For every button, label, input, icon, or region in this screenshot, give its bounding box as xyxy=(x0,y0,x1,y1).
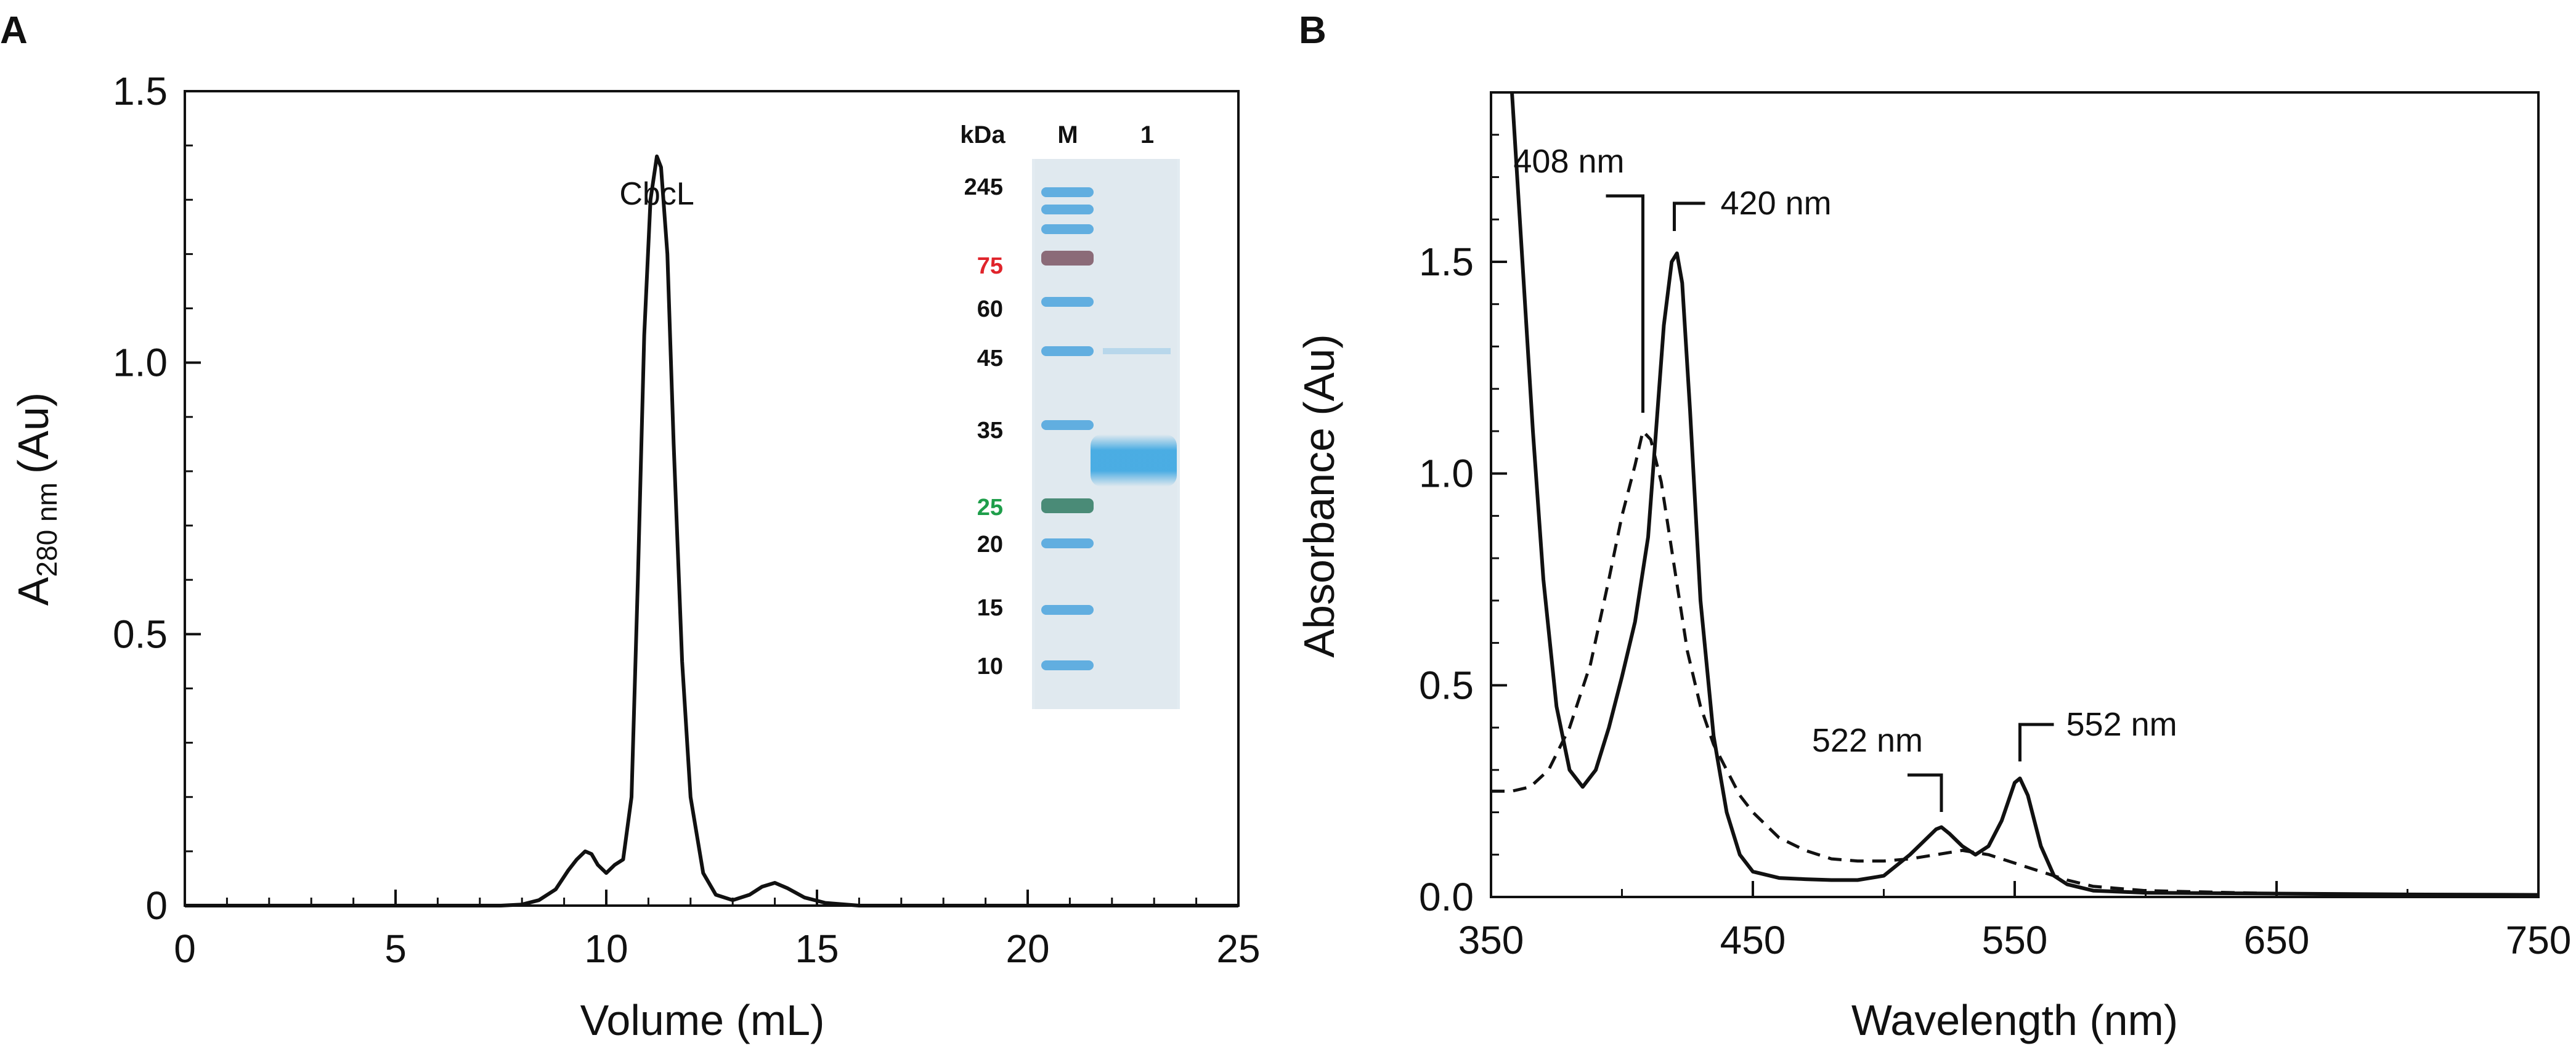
x-tick-label: 750 xyxy=(2506,918,2572,962)
gel-marker-label: 245 xyxy=(964,174,1003,200)
gel-marker-band xyxy=(1041,420,1094,430)
x-tick-label: 20 xyxy=(1006,927,1049,971)
chart-a-series-line xyxy=(185,154,1238,907)
gel-marker-band xyxy=(1041,660,1094,670)
y-tick-label: 1.0 xyxy=(113,341,168,385)
x-tick-label: 5 xyxy=(384,927,407,971)
gel-marker-label: 15 xyxy=(977,595,1003,621)
gel-marker-label: 45 xyxy=(977,346,1003,371)
peak-callout-bracket xyxy=(1606,194,1644,413)
x-tick-label: 0 xyxy=(174,927,196,971)
peak-callout-bracket xyxy=(1908,773,1943,812)
x-tick-label: 650 xyxy=(2244,918,2310,962)
y-tick-label: 0.0 xyxy=(1419,875,1474,919)
chart-b: 350 450 550 650 750 0.0 0.5 1.0 1.5 408 nm 420 nm… xyxy=(1295,91,2571,1044)
x-tick-label: 350 xyxy=(1458,918,1524,962)
gel-marker-band xyxy=(1041,224,1094,234)
chart-b-series-oxidized xyxy=(1491,429,2539,897)
chart-a-xlabel: Volume (mL) xyxy=(580,996,825,1044)
peak-callout-label: 408 nm xyxy=(1513,143,1624,180)
y-tick-label: 0 xyxy=(145,883,168,928)
gel-marker-band xyxy=(1041,205,1094,214)
x-tick-label: 10 xyxy=(584,927,628,971)
chart-b-peak-callouts: 408 nm 420 nm 522 nm 552 nm xyxy=(1513,143,2177,812)
panel-a-label: A xyxy=(0,9,28,52)
chart-b-tick-labels: 350 450 550 650 750 0.0 0.5 1.0 1.5 xyxy=(1419,240,2571,962)
peak-callout-label: 420 nm xyxy=(1721,185,1832,222)
x-tick-label: 15 xyxy=(795,927,839,971)
panel-b-label: B xyxy=(1299,9,1327,52)
chart-a-tick-labels: 0 5 10 15 20 25 0 0.5 1.0 1.5 xyxy=(113,69,1261,971)
chart-b-ticks xyxy=(1490,91,2540,898)
gel-marker-labels: 245 75 60 45 35 25 20 15 10 xyxy=(964,174,1003,680)
gel-faint-band xyxy=(1103,348,1171,354)
gel-marker-label: 20 xyxy=(977,532,1003,558)
gel-kda-header: kDa xyxy=(960,121,1006,148)
chart-a-ylabel: A280 nm (Au) xyxy=(9,392,63,606)
gel-lane-1-label: 1 xyxy=(1140,121,1154,148)
gel-marker-band xyxy=(1041,346,1094,356)
gel-inset: kDa M 1 245 75 60 45 35 25 20 15 10 xyxy=(960,121,1180,709)
chart-a-ylabel-unit: (Au) xyxy=(9,392,57,474)
gel-marker-band xyxy=(1041,605,1094,615)
chart-b-frame xyxy=(1490,91,2540,898)
gel-marker-label: 35 xyxy=(977,418,1003,444)
y-tick-label: 1.5 xyxy=(113,69,168,113)
gel-marker-label: 25 xyxy=(977,495,1003,521)
chart-a-ylabel-sub: 280 nm xyxy=(31,482,63,577)
gel-marker-bands xyxy=(1041,187,1094,670)
gel-sample-band xyxy=(1091,434,1177,487)
peak-callout-bracket xyxy=(2018,723,2054,761)
gel-marker-band xyxy=(1041,251,1094,266)
gel-marker-label: 75 xyxy=(977,253,1003,279)
peak-callout-label: 552 nm xyxy=(2066,706,2177,743)
chart-b-ylabel: Absorbance (Au) xyxy=(1295,334,1343,657)
y-tick-label: 0.5 xyxy=(1419,663,1474,707)
y-tick-label: 0.5 xyxy=(113,612,168,656)
chart-a-frame xyxy=(184,90,1240,907)
x-tick-label: 25 xyxy=(1216,927,1260,971)
chart-b-series-reduced xyxy=(1510,92,2539,897)
y-tick-label: 1.0 xyxy=(1419,452,1474,496)
chart-a-annotation-cbcl: CbcL xyxy=(619,176,694,212)
gel-marker-band xyxy=(1041,498,1094,513)
svg-text:A280 nm(Au): A280 nm (Au) xyxy=(9,392,63,606)
peak-callout-bracket xyxy=(1673,201,1705,231)
chart-a-ylabel-main: A xyxy=(9,577,57,606)
gel-marker-label: 10 xyxy=(977,654,1003,680)
gel-lane-m-label: M xyxy=(1057,121,1078,148)
peak-callout-label: 522 nm xyxy=(1812,722,1923,759)
x-tick-label: 550 xyxy=(1982,918,2048,962)
gel-marker-band xyxy=(1041,187,1094,197)
chart-b-xlabel: Wavelength (nm) xyxy=(1851,996,2178,1044)
y-tick-label: 1.5 xyxy=(1419,240,1474,284)
gel-marker-band xyxy=(1041,538,1094,548)
gel-marker-band xyxy=(1041,297,1094,307)
x-tick-label: 450 xyxy=(1720,918,1786,962)
gel-marker-label: 60 xyxy=(977,296,1003,322)
